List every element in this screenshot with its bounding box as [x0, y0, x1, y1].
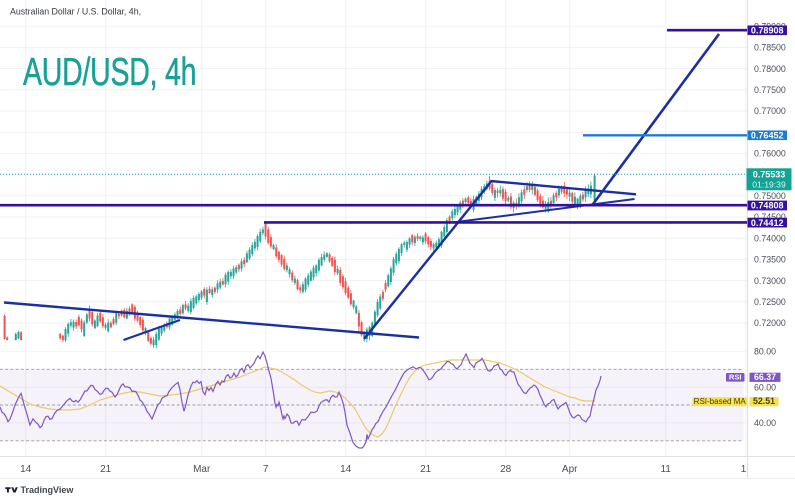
- svg-text:40.00: 40.00: [754, 418, 776, 428]
- svg-text:0.74500: 0.74500: [754, 212, 786, 222]
- svg-text:Australian Dollar / U.S. Dolla: Australian Dollar / U.S. Dollar, 4h,: [10, 7, 141, 17]
- svg-text:0.78908: 0.78908: [751, 26, 784, 36]
- svg-text:7: 7: [263, 464, 269, 475]
- svg-text:0.77500: 0.77500: [754, 85, 786, 95]
- svg-text:11: 11: [661, 464, 672, 475]
- svg-text:28: 28: [500, 464, 512, 475]
- svg-text:0.77000: 0.77000: [754, 106, 786, 116]
- svg-text:RSI: RSI: [729, 373, 742, 382]
- svg-text:TradingView: TradingView: [21, 485, 75, 495]
- svg-text:0.78500: 0.78500: [754, 43, 786, 53]
- svg-text:AUD/USD, 4h: AUD/USD, 4h: [23, 51, 196, 94]
- svg-text:Mar: Mar: [193, 464, 211, 475]
- svg-text:0.75533: 0.75533: [753, 170, 786, 180]
- svg-text:14: 14: [340, 464, 352, 475]
- svg-text:0.75000: 0.75000: [754, 191, 786, 201]
- svg-text:0.78000: 0.78000: [754, 64, 786, 74]
- svg-text:60.00: 60.00: [754, 382, 776, 392]
- svg-text:0.74412: 0.74412: [751, 218, 784, 228]
- svg-text:0.72500: 0.72500: [754, 297, 786, 307]
- svg-text:0.76452: 0.76452: [751, 131, 784, 141]
- svg-text:0.72000: 0.72000: [754, 318, 786, 328]
- svg-text:0.73500: 0.73500: [754, 255, 786, 265]
- svg-text:0.73000: 0.73000: [754, 276, 786, 286]
- svg-text:Apr: Apr: [562, 464, 578, 475]
- svg-text:80.00: 80.00: [754, 347, 776, 357]
- svg-text:66.37: 66.37: [754, 372, 776, 382]
- svg-text:0.76000: 0.76000: [754, 149, 786, 159]
- svg-text:0.74808: 0.74808: [751, 201, 784, 211]
- svg-text:14: 14: [20, 464, 32, 475]
- svg-text:21: 21: [420, 464, 432, 475]
- svg-text:21: 21: [100, 464, 112, 475]
- svg-text:52.51: 52.51: [753, 396, 775, 406]
- svg-text:1: 1: [741, 464, 747, 475]
- svg-text:RSI-based MA: RSI-based MA: [694, 397, 747, 406]
- svg-text:01:19:39: 01:19:39: [752, 179, 786, 189]
- svg-text:0.74000: 0.74000: [754, 233, 786, 243]
